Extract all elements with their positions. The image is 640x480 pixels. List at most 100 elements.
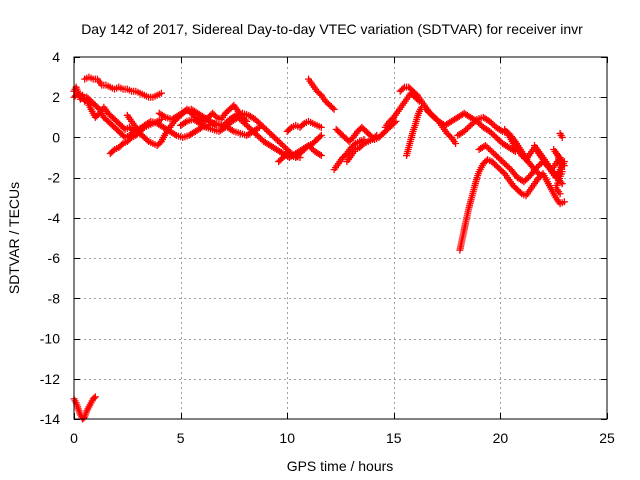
x-tick-label: 5: [177, 430, 185, 446]
data-point: [253, 131, 261, 139]
series-lower-curve: [275, 131, 325, 166]
data-point: [494, 154, 502, 162]
data-point: [272, 135, 280, 143]
data-point: [251, 115, 259, 123]
data-points: [70, 73, 568, 423]
data-point: [494, 135, 502, 143]
data-point: [431, 114, 439, 122]
y-tick-label: -12: [40, 371, 60, 387]
data-point: [223, 122, 231, 130]
y-tick-label: -14: [40, 411, 60, 427]
data-point: [269, 132, 277, 140]
data-point: [244, 122, 252, 130]
series-spike-15: [403, 103, 426, 160]
data-point: [536, 161, 544, 169]
series-top-arc: [81, 73, 165, 101]
data-point: [270, 133, 278, 141]
data-point: [228, 126, 236, 134]
data-point: [261, 124, 269, 132]
data-point: [422, 105, 430, 113]
plot-border: [73, 56, 608, 420]
data-point: [558, 133, 566, 141]
data-point: [487, 119, 495, 127]
y-tick-label: -4: [48, 210, 61, 226]
data-point: [236, 115, 244, 123]
series-spike-11: [305, 75, 338, 113]
data-point: [171, 130, 179, 138]
data-point: [77, 92, 85, 100]
tick-labels: 0 5 10 15 20 25 -14 -12 -10 -8 -6 -4 -2 0 2 4: [40, 49, 615, 446]
data-point: [266, 129, 274, 137]
data-point: [280, 142, 288, 150]
x-axis-label: GPS time / hours: [287, 458, 394, 474]
y-tick-label: -8: [48, 290, 61, 306]
data-point: [486, 117, 494, 125]
data-point: [241, 119, 249, 127]
series-drop-13: [343, 131, 381, 166]
data-point: [157, 89, 165, 97]
data-point: [258, 121, 266, 129]
data-point: [317, 152, 325, 160]
data-point: [316, 133, 324, 141]
data-point: [496, 155, 504, 163]
data-point: [489, 120, 497, 128]
data-point: [253, 117, 261, 125]
data-point: [317, 123, 325, 131]
data-point: [136, 126, 144, 134]
data-point: [516, 188, 524, 196]
data-point: [329, 104, 337, 112]
data-point: [481, 141, 489, 149]
data-point: [282, 144, 290, 152]
data-point: [278, 141, 286, 149]
data-point: [430, 113, 438, 121]
series-cluster-12-14: [332, 117, 400, 145]
data-point: [486, 127, 494, 135]
data-point: [521, 176, 529, 184]
data-point: [275, 138, 283, 146]
data-point: [501, 160, 509, 168]
data-point: [262, 126, 270, 134]
data-point: [211, 112, 219, 120]
data-point: [247, 125, 255, 133]
data-point: [487, 129, 495, 137]
data-point: [274, 136, 282, 144]
data-point: [254, 118, 262, 126]
data-point: [560, 198, 568, 206]
data-point: [179, 108, 187, 116]
data-point: [483, 143, 491, 151]
series-big-dip: [456, 156, 568, 254]
series-mid-band-4: [177, 113, 325, 162]
data-point: [303, 143, 311, 151]
data-point: [489, 130, 497, 138]
data-point: [259, 123, 267, 131]
data-point: [520, 178, 528, 186]
data-point: [109, 147, 117, 155]
data-point: [489, 149, 497, 157]
data-point: [255, 133, 263, 141]
data-point: [468, 120, 476, 128]
series-mid-band-3: [155, 105, 304, 162]
data-point: [137, 124, 145, 132]
series-end-outlier: [556, 129, 566, 141]
data-point: [399, 85, 407, 93]
data-point: [467, 121, 475, 129]
data-point: [350, 141, 358, 149]
data-point: [488, 148, 496, 156]
data-point: [181, 118, 189, 126]
data-point: [491, 151, 499, 159]
data-point: [242, 121, 250, 129]
data-point: [252, 130, 260, 138]
data-point: [299, 121, 307, 129]
data-point: [533, 164, 541, 172]
data-point: [486, 146, 494, 154]
data-point: [256, 120, 264, 128]
data-point: [250, 128, 258, 136]
data-point: [423, 107, 431, 115]
data-point: [492, 133, 500, 141]
data-point: [485, 145, 493, 153]
series-peak-15: [396, 83, 460, 147]
data-point: [134, 127, 142, 135]
x-tick-label: 25: [599, 430, 615, 446]
data-point: [425, 108, 433, 116]
